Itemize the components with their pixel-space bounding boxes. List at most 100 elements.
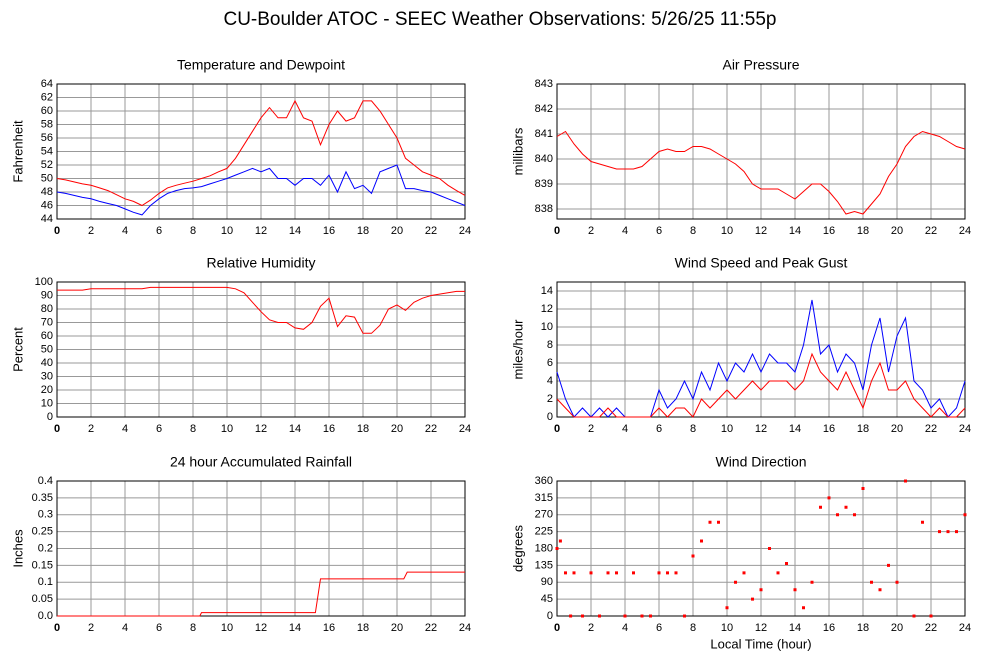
page-title: CU-Boulder ATOC - SEEC Weather Observati… [223, 9, 776, 30]
y-tick-label: 0.1 [38, 576, 53, 588]
y-tick-label: 54 [41, 145, 53, 157]
y-tick-label: 842 [535, 103, 553, 115]
x-tick-label: 8 [690, 423, 696, 435]
data-point [912, 614, 916, 618]
x-tick-label: 4 [622, 423, 628, 435]
data-point [955, 530, 958, 534]
x-tick-label: 10 [721, 423, 733, 435]
chart-title: Relative Humidity [207, 255, 316, 271]
x-tick-label: 16 [823, 423, 835, 435]
y-tick-label: 0.0 [38, 610, 53, 622]
data-line [56, 164, 466, 216]
data-point [904, 479, 907, 483]
data-point [776, 571, 780, 575]
data-point [569, 614, 573, 618]
data-line [56, 99, 466, 207]
x-tick-label: 8 [190, 225, 196, 237]
data-point [963, 513, 967, 517]
data-point [691, 554, 695, 558]
x-tick-label: 10 [221, 423, 233, 435]
x-tick-label: 18 [357, 622, 369, 634]
x-tick-label: 8 [190, 423, 196, 435]
x-tick-label: 16 [823, 622, 835, 634]
chart-title: Wind Direction [715, 454, 806, 470]
data-point [946, 530, 950, 534]
y-tick-label: 44 [41, 213, 53, 225]
x-tick-label: 16 [323, 423, 335, 435]
x-tick-label: 6 [156, 225, 162, 237]
y-tick-label: 6 [547, 357, 553, 369]
x-tick-label: 22 [925, 622, 937, 634]
x-tick-label: 6 [656, 423, 662, 435]
x-tick-label: 6 [156, 622, 162, 634]
data-point [606, 571, 610, 575]
y-tick-label: 0.3 [38, 509, 53, 521]
y-tick-label: 0.25 [32, 526, 53, 538]
data-point [827, 496, 831, 500]
data-point [861, 487, 865, 490]
x-tick-label: 16 [323, 622, 335, 634]
y-tick-label: 843 [535, 78, 553, 90]
y-axis-label: Fahrenheit [10, 120, 25, 183]
y-tick-label: 40 [41, 357, 53, 369]
data-point [581, 614, 584, 618]
x-tick-label: 6 [656, 622, 662, 634]
x-tick-label: 8 [690, 622, 696, 634]
data-point [819, 505, 822, 509]
x-tick-label: 18 [357, 225, 369, 237]
data-point [751, 597, 754, 601]
x-tick-label: 22 [925, 225, 937, 237]
data-point [572, 571, 576, 575]
x-tick-label: 14 [289, 225, 301, 237]
x-tick-label: 12 [755, 622, 767, 634]
x-tick-label: 12 [755, 423, 767, 435]
data-line [556, 352, 966, 418]
x-tick-label: 24 [959, 225, 971, 237]
chart-panel: Wind Direction degrees Local Time (hour) 0 4… [510, 454, 971, 652]
x-tick-label: 24 [959, 622, 971, 634]
y-tick-label: 10 [541, 321, 553, 333]
y-axis-label: miles/hour [510, 319, 525, 380]
x-tick-label: 2 [88, 225, 94, 237]
data-point [555, 547, 559, 550]
x-axis-label: Local Time (hour) [710, 636, 811, 651]
data-point [895, 580, 899, 584]
x-tick-label: 2 [88, 622, 94, 634]
plot-frame [56, 83, 466, 220]
y-tick-label: 56 [41, 132, 53, 144]
x-tick-label: 4 [122, 423, 128, 435]
x-tick-label: 20 [891, 622, 903, 634]
y-tick-label: 60 [41, 330, 53, 342]
y-tick-label: 12 [541, 303, 553, 315]
y-axis-label: Inches [10, 529, 25, 568]
data-point [836, 513, 839, 517]
y-tick-label: 48 [41, 186, 53, 198]
data-point [929, 614, 933, 618]
x-tick-label: 4 [622, 622, 628, 634]
data-point [921, 520, 924, 524]
x-tick-label: 8 [690, 225, 696, 237]
x-tick-label: 4 [122, 225, 128, 237]
y-tick-label: 839 [535, 178, 553, 190]
x-tick-label: 4 [622, 225, 628, 237]
x-tick-label: 20 [391, 225, 403, 237]
data-point [785, 562, 788, 565]
data-line [556, 130, 966, 215]
y-tick-label: 30 [41, 370, 53, 382]
x-tick-label: 18 [357, 423, 369, 435]
x-tick-label: 10 [221, 622, 233, 634]
x-tick-label: 12 [255, 622, 267, 634]
chart-title: Temperature and Dewpoint [177, 57, 345, 73]
x-tick-label: 22 [425, 423, 437, 435]
x-tick-label: 0 [554, 423, 560, 435]
x-tick-label: 6 [156, 423, 162, 435]
x-tick-label: 18 [857, 225, 869, 237]
y-tick-label: 4 [547, 375, 553, 387]
x-tick-label: 22 [425, 225, 437, 237]
y-tick-label: 270 [535, 509, 553, 521]
y-tick-label: 58 [41, 118, 53, 130]
y-tick-label: 52 [41, 159, 53, 171]
x-tick-label: 20 [391, 622, 403, 634]
x-tick-label: 20 [391, 423, 403, 435]
